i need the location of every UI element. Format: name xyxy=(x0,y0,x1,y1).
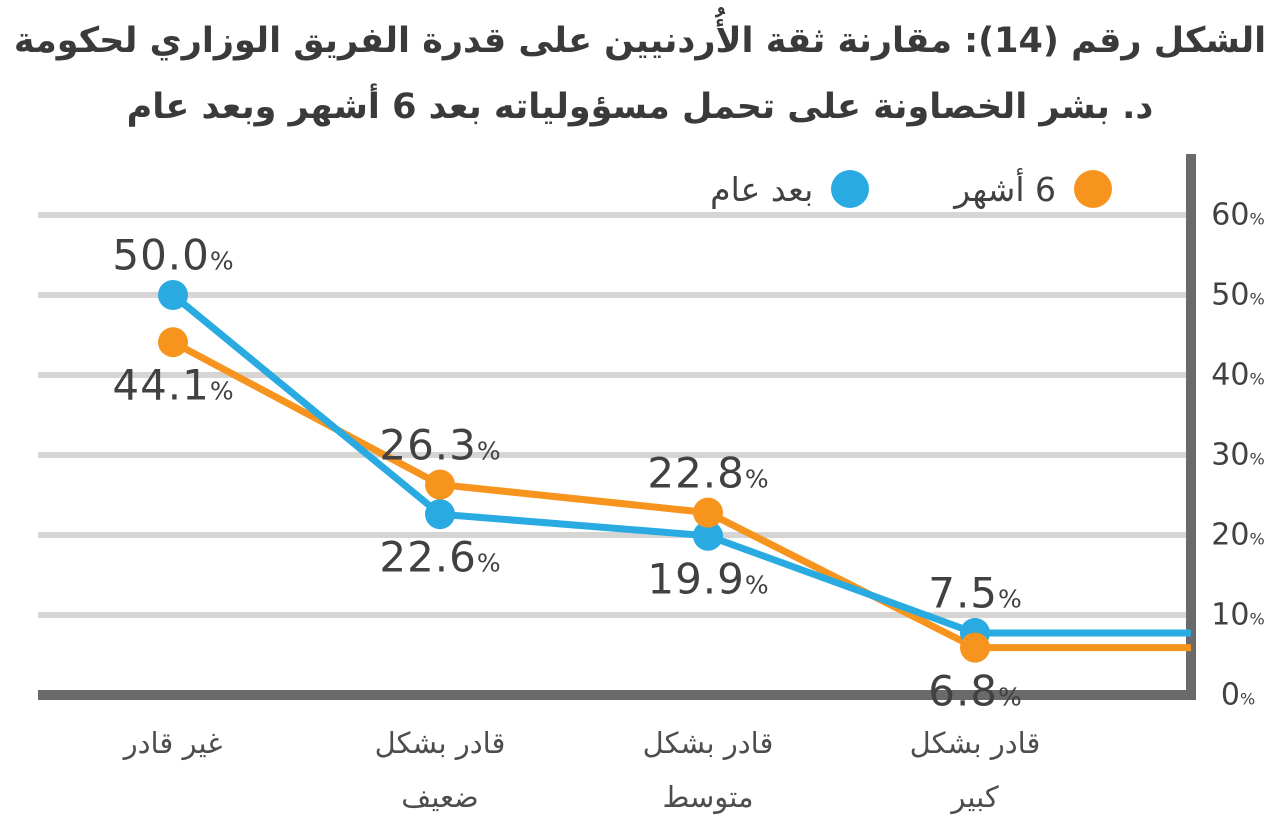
point-value-label-blue-2: 19.9% xyxy=(647,554,769,604)
point-value-label-blue-0: 50.0% xyxy=(112,230,234,280)
y-axis-line xyxy=(1186,154,1196,700)
data-point-orange-3 xyxy=(960,632,990,663)
point-value-label-orange-1: 26.3% xyxy=(379,420,501,470)
y-tick-label-20: 20% xyxy=(1211,517,1265,553)
x-category-label-3: قادر بشكل كبير xyxy=(909,726,1041,814)
data-point-blue-1 xyxy=(425,499,455,530)
legend-item-after-year: بعد عام xyxy=(710,169,870,209)
point-value-label-blue-1: 22.6% xyxy=(379,532,501,582)
data-point-orange-1 xyxy=(425,469,455,500)
legend-item-6-months: 6 أشهر xyxy=(954,170,1112,209)
figure-title: الشكل رقم (14): مقارنة ثقة الأُردنيين عل… xyxy=(0,8,1280,140)
data-point-blue-2 xyxy=(693,520,723,551)
legend-label-after-year: بعد عام xyxy=(710,169,814,209)
point-value-label-orange-2: 22.8% xyxy=(647,448,769,498)
chart-legend: 6 أشهر بعد عام xyxy=(710,167,1112,211)
y-tick-label-10: 10% xyxy=(1211,597,1265,633)
point-value-label-blue-3: 7.5% xyxy=(928,568,1022,618)
legend-marker-6-months-icon xyxy=(1074,170,1112,208)
data-point-orange-0 xyxy=(158,327,188,358)
legend-label-6-months: 6 أشهر xyxy=(954,169,1056,209)
data-point-orange-2 xyxy=(693,497,723,528)
x-category-label-1: قادر بشكل ضعيف xyxy=(374,726,506,814)
point-value-label-orange-3: 6.8% xyxy=(928,666,1022,716)
y-tick-label-40: 40% xyxy=(1211,357,1265,393)
y-tick-label-50: 50% xyxy=(1211,277,1265,313)
point-value-label-orange-0: 44.1% xyxy=(112,360,234,410)
figure-title-line2: د. بشر الخصاونة على تحمل مسؤولياته بعد 6… xyxy=(126,87,1154,127)
x-category-label-0: غير قادر xyxy=(123,726,223,760)
data-point-blue-0 xyxy=(158,280,188,310)
x-axis-line xyxy=(38,690,1196,700)
y-tick-label-60: 60% xyxy=(1211,197,1265,233)
y-tick-label-30: 30% xyxy=(1211,437,1265,473)
legend-marker-after-year-icon xyxy=(831,170,870,208)
y-tick-label-0: 0% xyxy=(1220,677,1256,713)
x-category-label-2: قادر بشكل متوسط xyxy=(642,726,774,814)
figure-title-line1: الشكل رقم (14): مقارنة ثقة الأُردنيين عل… xyxy=(13,21,1267,61)
